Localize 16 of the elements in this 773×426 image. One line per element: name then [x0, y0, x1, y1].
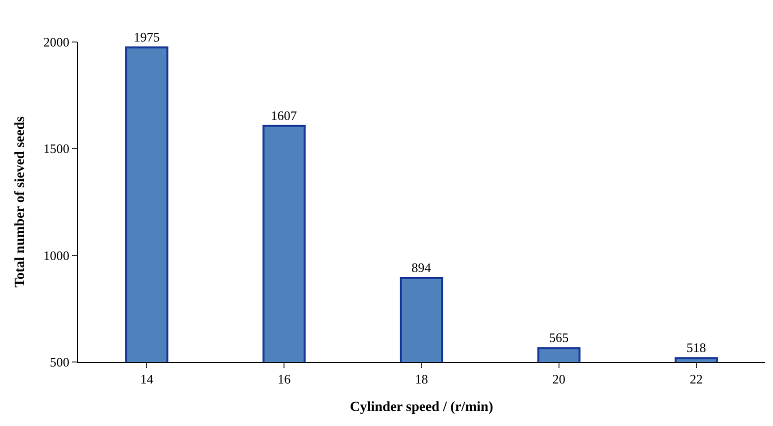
- x-tick-label: 14: [140, 372, 154, 387]
- data-label: 565: [549, 330, 569, 346]
- data-label: 1607: [270, 108, 298, 123]
- x-tick-label: 22: [690, 372, 703, 387]
- x-tick-label: 16: [278, 372, 292, 387]
- y-tick-label: 500: [50, 354, 70, 370]
- y-axis-title: Total number of sieved seeds: [13, 116, 28, 288]
- x-tick-label: 18: [415, 372, 428, 387]
- y-tick-label: 1500: [43, 141, 70, 156]
- y-tick-label: 2000: [43, 34, 70, 50]
- data-label: 894: [412, 260, 432, 275]
- data-label: 1975: [134, 29, 160, 44]
- x-tick-label: 20: [552, 372, 566, 387]
- x-axis-title: Cylinder speed / (r/min): [350, 400, 494, 415]
- y-tick-label: 1000: [43, 248, 70, 263]
- data-label: 518: [686, 340, 706, 356]
